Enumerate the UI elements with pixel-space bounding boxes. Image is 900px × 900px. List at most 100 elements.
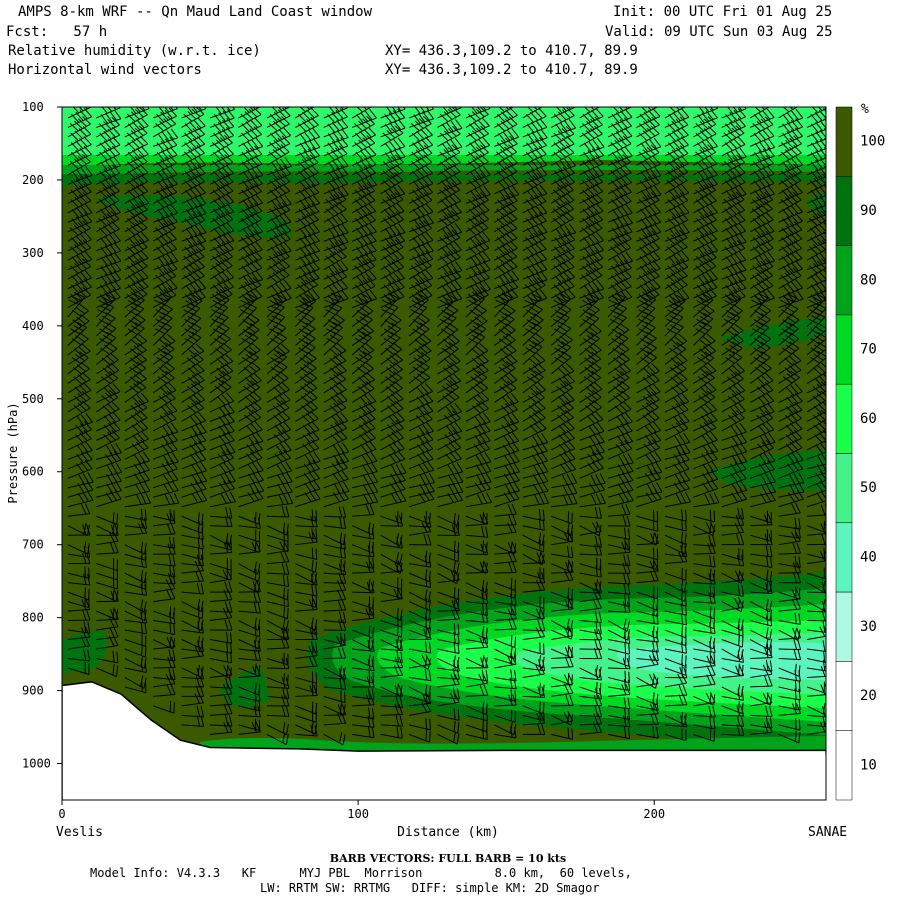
wind-barb-feather [143,601,147,613]
wind-barb-feather [164,138,174,148]
wind-barb-feather [83,136,92,145]
wind-barb-feather [128,199,137,209]
wind-barb-feather [528,325,539,332]
wind-barb [465,133,489,147]
wind-barb-feather [591,109,600,119]
wind-barb-feather [611,114,620,124]
wind-barb-feather [395,258,405,268]
wind-barb-feather [425,440,434,450]
wind-barb-feather [541,433,549,443]
wind-barb-feather [371,688,375,700]
wind-barb-feather [82,524,87,536]
wind-barb-feather [390,331,401,339]
wind-barb-feather [144,612,148,624]
wind-barb-feather [78,351,89,359]
wind-barb-feather [170,636,176,647]
wind-barb-feather [386,395,396,404]
wind-barb [352,481,378,489]
wind-barb-feather [194,646,201,657]
wind-barb-feather [553,217,562,227]
wind-barb-feather [363,128,372,138]
wind-barb [465,481,492,489]
wind-barb [238,601,261,603]
wind-barb-feather [486,492,492,503]
wind-barb-feather [363,403,372,413]
wind-barb-feather [417,425,426,435]
wind-barb-feather [534,138,543,148]
wind-barb-feather [304,454,312,465]
wind-barb [408,211,434,223]
wind-barb-feather [416,235,425,245]
wind-barb-feather [367,715,371,727]
wind-barb-feather [587,292,596,302]
wind-barb-feather [335,214,344,224]
wind-barb [181,724,204,727]
wind-barb-feather [469,171,478,181]
wind-barb-feather [562,494,569,505]
wind-barb [96,396,119,413]
wind-barb-feather [254,249,263,259]
wind-barb-feather [303,373,314,382]
wind-barb-feather [213,170,222,180]
wind-barb-feather [393,110,401,120]
wind-barb [210,610,233,613]
wind-barb-feather [342,563,347,575]
wind-barb-feather [311,202,320,212]
wind-barb-feather [70,328,81,335]
wind-barb-feather [313,628,318,640]
wind-barb-feather [623,174,632,183]
wind-barb [323,644,346,650]
wind-barb-feather [131,325,142,332]
wind-barb-feather [280,462,288,473]
wind-barb [437,648,460,655]
wind-barb-feather [111,174,121,183]
wind-barb [607,172,632,185]
wind-barb [181,480,207,489]
wind-barb [522,502,549,508]
wind-barb [209,307,229,327]
wind-barb-feather [341,128,349,138]
wind-barb-feather [216,177,226,187]
wind-barb-feather [420,313,430,321]
wind-barb-feather [360,179,369,189]
wind-barb-feather [476,322,487,330]
wind-barb-feather [486,709,488,721]
wind-barb-feather [564,158,572,168]
wind-barb-feather [442,395,452,403]
wind-barb-feather [112,651,115,663]
wind-barb-feather [361,464,369,475]
wind-barb [96,212,121,223]
wind-barb-feather [81,414,89,425]
wind-barb-feather [302,187,311,197]
wind-barb-feather [302,425,311,434]
wind-barb-feather [571,561,574,573]
wind-barb [266,502,293,508]
wind-barb-feather [69,123,79,132]
wind-barb-feather [273,263,282,272]
wind-barb-feather [421,423,430,434]
wind-barb-feather [185,284,194,294]
wind-barb-feather [474,482,483,493]
wind-barb [266,107,291,119]
wind-barb-feather [478,423,487,433]
wind-barb-feather [514,669,517,682]
wind-barb-feather [539,165,548,176]
wind-barb-feather [338,506,343,518]
wind-barb-feather [164,107,170,113]
wind-barb-feather [333,445,341,455]
wind-barb-feather [101,107,108,114]
wind-barb-feather [541,534,545,546]
wind-barb [522,220,547,233]
wind-barb-feather [570,524,574,536]
wind-barb-feather [625,214,634,224]
wind-barbs [67,107,826,746]
wind-barb-feather [165,461,174,471]
wind-barb-feather [227,664,233,676]
wind-barb-feather [138,153,148,163]
wind-barb [579,731,602,735]
wind-barb-feather [561,350,572,358]
wind-barb-feather [199,479,207,490]
wind-barb [323,269,349,280]
wind-barb [465,194,491,204]
wind-barb-feather [496,236,506,246]
